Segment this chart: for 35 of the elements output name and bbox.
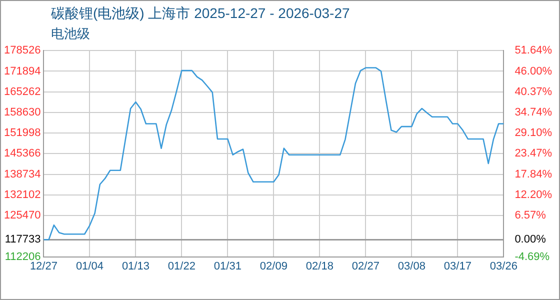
x-tick-label: 01/04 bbox=[76, 260, 104, 272]
x-tick-label: 01/31 bbox=[214, 260, 242, 272]
y-tick-label: 151998 bbox=[4, 127, 41, 140]
y-tick-label: 112206 bbox=[4, 250, 41, 263]
y2-tick-label: 46.00% bbox=[514, 65, 552, 78]
y2-tick-label: 34.74% bbox=[514, 106, 552, 118]
y-tick-label: 145366 bbox=[4, 148, 41, 160]
y2-tick-label: 6.57% bbox=[514, 210, 546, 222]
y-tick-label: 132102 bbox=[4, 188, 41, 201]
y2-tick-label: 23.47% bbox=[514, 148, 552, 160]
y2-tick-label: 12.20% bbox=[514, 189, 552, 202]
y-tick-label: 178526 bbox=[4, 44, 41, 57]
y2-tick-label: 17.84% bbox=[514, 168, 552, 180]
y-tick-label: 171894 bbox=[4, 65, 41, 78]
y-tick-label: 125470 bbox=[4, 210, 41, 222]
chart-subtitle: 电池级 bbox=[51, 25, 90, 43]
y2-tick-label: 0.00% bbox=[514, 234, 546, 246]
y2-tick-label: 51.64% bbox=[514, 44, 552, 57]
x-tick-label: 03/08 bbox=[398, 260, 426, 272]
x-tick-label: 01/13 bbox=[122, 260, 150, 272]
y-tick-label: 138734 bbox=[4, 168, 41, 180]
x-tick-label: 03/17 bbox=[444, 260, 472, 272]
chart-title: 碳酸锂(电池级) 上海市 2025-12-27 - 2026-03-27 bbox=[51, 5, 350, 23]
x-tick-label: 02/27 bbox=[352, 260, 380, 272]
x-tick-label: 12/27 bbox=[30, 260, 58, 272]
y-tick-label: 158630 bbox=[4, 106, 41, 118]
y-tick-label: 165262 bbox=[4, 86, 41, 98]
x-tick-label: 01/22 bbox=[168, 260, 196, 272]
y2-tick-label: 40.37% bbox=[514, 86, 552, 98]
x-tick-label: 02/18 bbox=[306, 260, 334, 272]
y-tick-label: 117733 bbox=[4, 234, 41, 246]
x-tick-label: 02/09 bbox=[260, 260, 288, 272]
y2-tick-label: 29.10% bbox=[514, 127, 552, 140]
y2-tick-label: -4.69% bbox=[514, 250, 550, 263]
x-tick-label: 03/26 bbox=[490, 260, 518, 272]
